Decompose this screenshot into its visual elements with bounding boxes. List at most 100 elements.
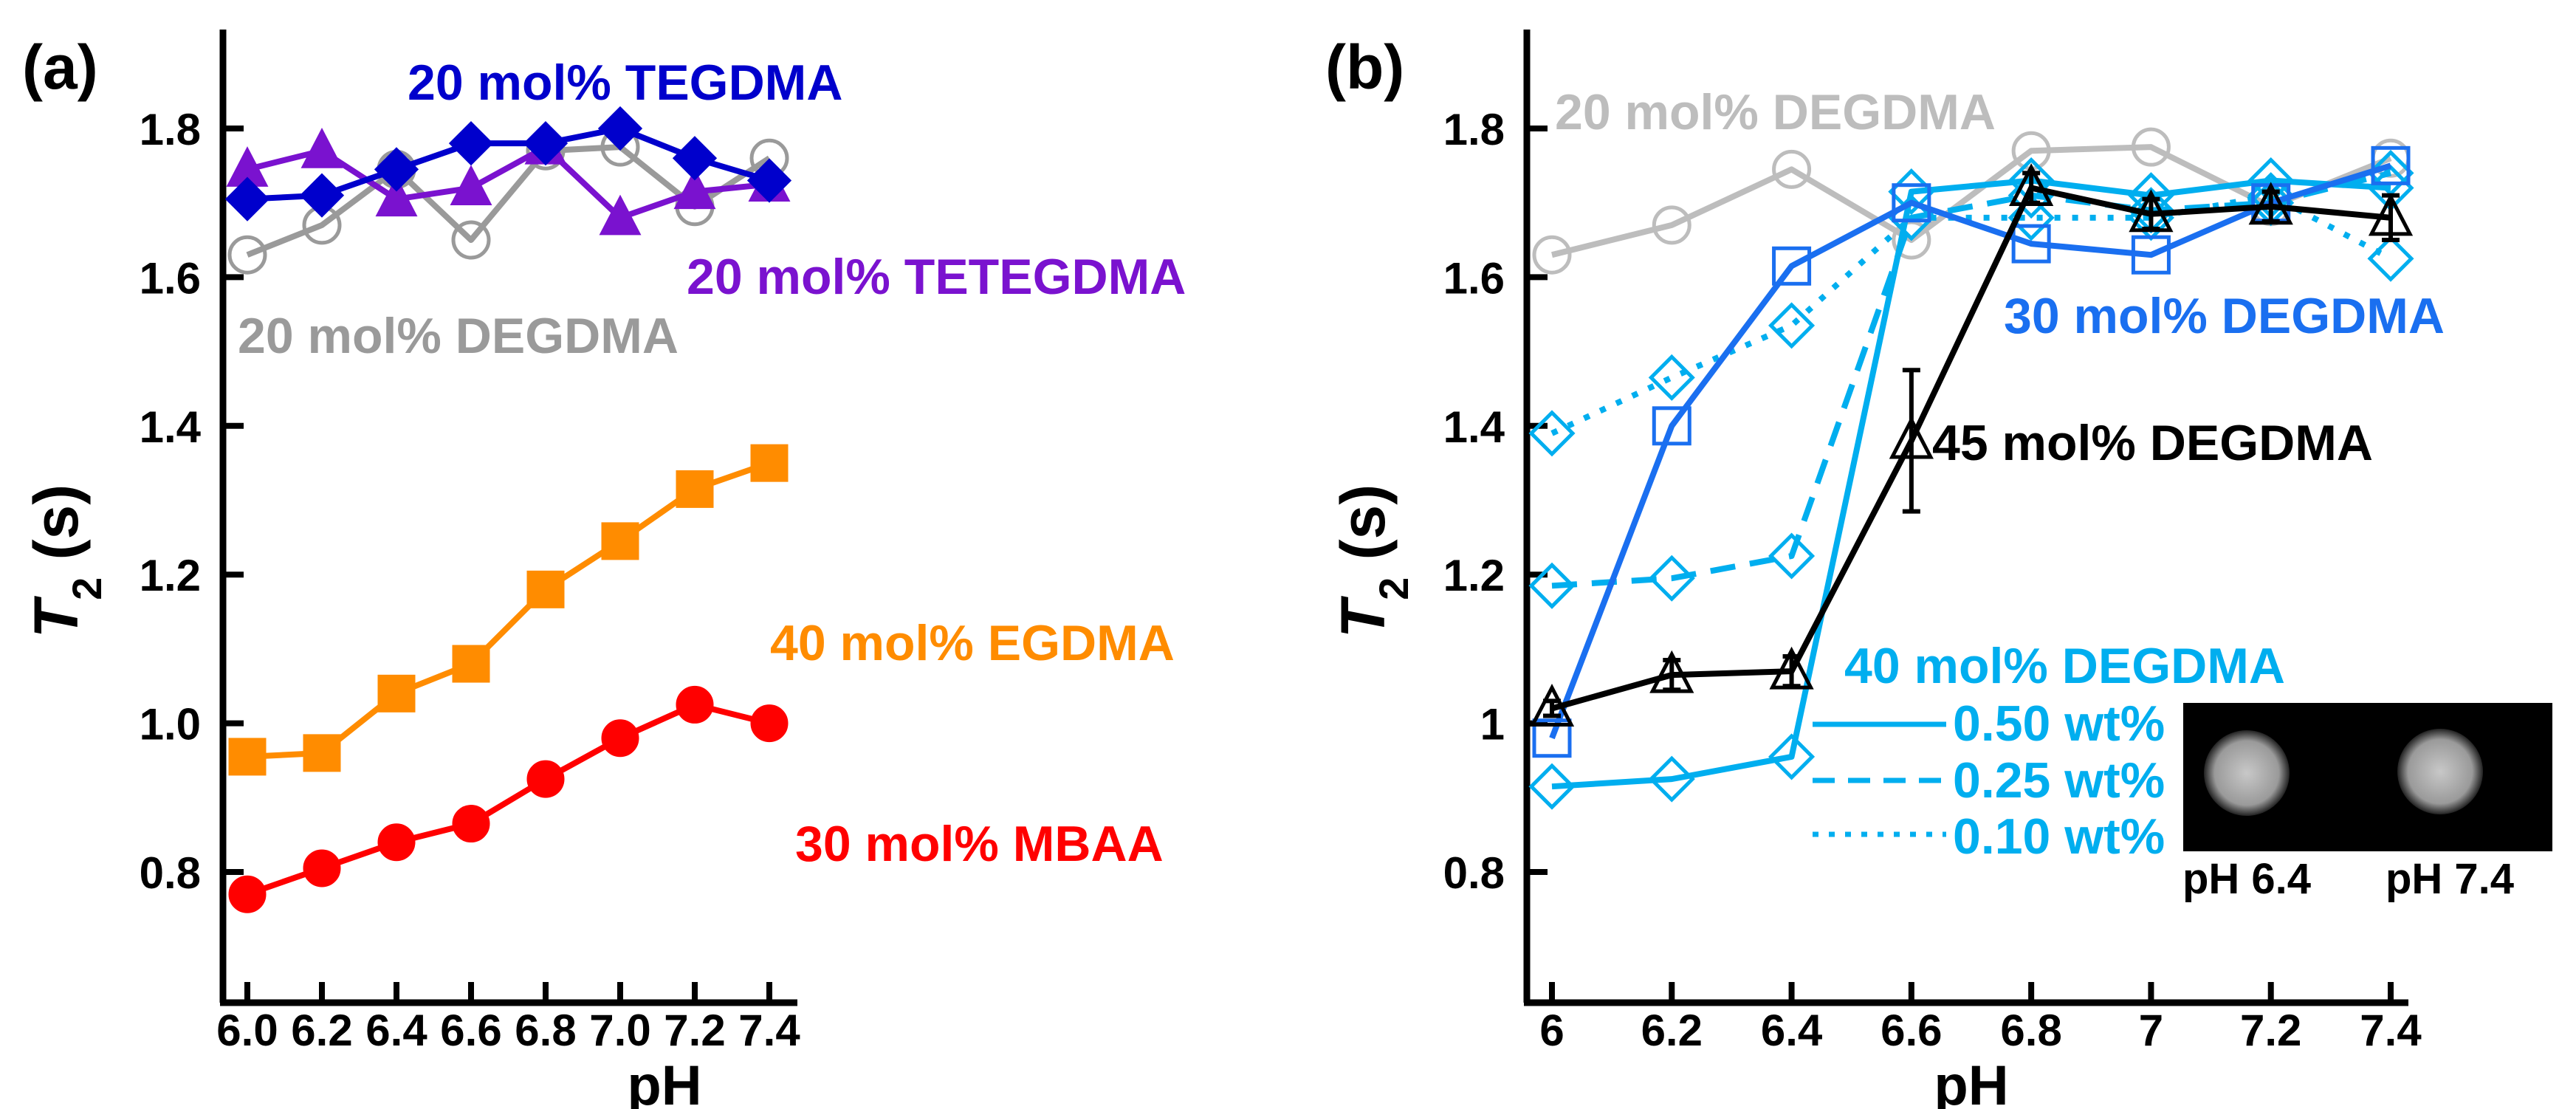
data-point bbox=[1769, 646, 1814, 690]
data-point bbox=[1648, 755, 1695, 803]
data-point bbox=[2371, 145, 2411, 185]
data-point bbox=[1529, 684, 1575, 727]
data-point bbox=[523, 121, 569, 166]
x-tick-label: 6.2 bbox=[291, 1006, 352, 1055]
legend-entry-025: 0.25 wt% bbox=[1953, 752, 2165, 808]
data-point bbox=[1649, 650, 1694, 693]
panel-a-label: (a) bbox=[22, 32, 98, 102]
data-point bbox=[1648, 354, 1695, 401]
data-point bbox=[448, 121, 494, 166]
data-point bbox=[1532, 718, 1572, 758]
series-line-45-mol-degdma bbox=[1550, 185, 2391, 712]
y-axis-label-b: T2 (s) bbox=[1328, 484, 1417, 638]
y-tick-label: 0.8 bbox=[140, 848, 201, 898]
data-point bbox=[2131, 235, 2171, 275]
x-tick-label: 7 bbox=[2139, 1006, 2163, 1055]
x-tick-label: 6.8 bbox=[515, 1006, 576, 1055]
panel-b-label: (b) bbox=[1325, 32, 1404, 102]
data-point bbox=[299, 173, 345, 218]
data-point bbox=[673, 168, 716, 210]
y-tick-label: 1.2 bbox=[140, 551, 201, 600]
data-point bbox=[1528, 562, 1576, 609]
series-45-mol-degdma bbox=[1529, 163, 2414, 727]
data-point bbox=[750, 704, 789, 743]
data-point bbox=[1772, 149, 1812, 189]
data-point bbox=[374, 147, 419, 192]
panel-b: (b) 6 6.2 6.4 6.6 6.8 7 7.2 7.4 0.8 1 1.2 1.4 1.6 1.8… bbox=[1325, 30, 2552, 1109]
data-point bbox=[451, 220, 491, 260]
data-point bbox=[2011, 224, 2051, 264]
data-point bbox=[676, 685, 714, 724]
data-point bbox=[303, 734, 341, 772]
y-tick-label: 0.8 bbox=[1443, 848, 1505, 898]
data-point bbox=[676, 470, 714, 508]
data-point bbox=[1648, 554, 1695, 602]
data-point bbox=[1892, 183, 1931, 223]
data-point bbox=[1768, 733, 1816, 780]
series-line-40-mol-degdma-0-10-wt- bbox=[1550, 192, 2392, 436]
x-tick-label: 7.0 bbox=[589, 1006, 650, 1055]
x-tick-label: 6.8 bbox=[2000, 1006, 2061, 1055]
data-point bbox=[2009, 163, 2054, 207]
data-point bbox=[1652, 406, 1691, 446]
x-tick-label: 7.4 bbox=[738, 1006, 800, 1055]
data-point bbox=[303, 849, 341, 887]
x-tick-label: 7.2 bbox=[664, 1006, 725, 1055]
y-tick-label: 1 bbox=[1480, 700, 1505, 749]
x-tick-label: 6.4 bbox=[1761, 1006, 1823, 1055]
data-point bbox=[377, 674, 416, 713]
series-line-40-mol-degdma-0-25-wt- bbox=[1551, 170, 2391, 589]
data-point bbox=[1528, 763, 1576, 810]
data-point bbox=[300, 127, 343, 168]
plot-a-marks: 6.0 6.2 6.4 6.6 6.8 7.0 7.2 7.4 0.8 1.0 1.2 1.4 1.6 1… bbox=[140, 30, 800, 1055]
y-tick-label: 1.2 bbox=[1443, 551, 1505, 600]
legend-title: 40 mol% DEGDMA bbox=[1844, 638, 2285, 694]
phantom-ph74 bbox=[2397, 729, 2483, 814]
y-axis-label-a: T2 (s) bbox=[21, 484, 110, 638]
y-tick-label: 1.8 bbox=[140, 105, 201, 154]
annotation-degdma-45: 45 mol% DEGDMA bbox=[1932, 415, 2373, 471]
panel-a: (a) 6.0 6.2 6.4 6.6 6.8 7.0 7.2 7.4 0.8 1.0 1.2 1.4… bbox=[21, 30, 1186, 1109]
data-point bbox=[377, 823, 416, 862]
data-point bbox=[599, 194, 642, 236]
data-point bbox=[1772, 246, 1812, 286]
y-tick-label: 1.0 bbox=[140, 700, 201, 749]
data-point bbox=[597, 106, 643, 151]
y-tick-label: 1.6 bbox=[140, 253, 201, 303]
data-point bbox=[2248, 182, 2293, 225]
x-axis-label-a: pH bbox=[627, 1054, 701, 1109]
data-point bbox=[452, 645, 490, 683]
annotation-mbaa: 30 mol% MBAA bbox=[795, 816, 1164, 872]
data-point bbox=[526, 570, 565, 608]
plot-b-marks: 6 6.2 6.4 6.6 6.8 7 7.2 7.4 0.8 1 1.2 1.4 1.6 1.8 bbox=[1443, 30, 2422, 1055]
y-tick-label: 1.4 bbox=[1443, 402, 1505, 452]
annotation-egdma: 40 mol% EGDMA bbox=[770, 615, 1175, 671]
data-point bbox=[2368, 193, 2414, 236]
inset-label-ph74: pH 7.4 bbox=[2386, 855, 2514, 903]
data-point bbox=[1889, 416, 1934, 459]
series-20-mol-tegdma bbox=[224, 106, 792, 222]
annotation-degdma-30: 30 mol% DEGDMA bbox=[2004, 288, 2445, 344]
inset-label-ph64: pH 6.4 bbox=[2182, 855, 2311, 903]
phantom-ph64 bbox=[2204, 730, 2290, 816]
data-point bbox=[1652, 205, 1691, 245]
data-point bbox=[2129, 189, 2174, 233]
x-tick-label: 7.2 bbox=[2240, 1006, 2301, 1055]
data-point bbox=[228, 738, 267, 776]
data-point bbox=[2131, 127, 2171, 167]
series-30-mol-mbaa bbox=[228, 685, 789, 913]
x-tick-label: 6.0 bbox=[216, 1006, 278, 1055]
data-point bbox=[601, 719, 639, 758]
x-axis-label-b: pH bbox=[1934, 1054, 2008, 1109]
data-point bbox=[672, 136, 718, 181]
legend: 40 mol% DEGDMA 0.50 wt% 0.25 wt% 0.10 wt… bbox=[1813, 638, 2285, 865]
x-tick-label: 6.6 bbox=[1881, 1006, 1942, 1055]
data-point bbox=[601, 522, 639, 560]
data-point bbox=[228, 875, 267, 913]
data-point bbox=[227, 235, 267, 275]
data-point bbox=[746, 158, 792, 203]
x-tick-label: 6.4 bbox=[365, 1006, 427, 1055]
data-point bbox=[2367, 235, 2414, 282]
annotation-degdma-a: 20 mol% DEGDMA bbox=[238, 308, 679, 364]
mri-inset: pH 6.4 pH 7.4 bbox=[2182, 703, 2552, 903]
